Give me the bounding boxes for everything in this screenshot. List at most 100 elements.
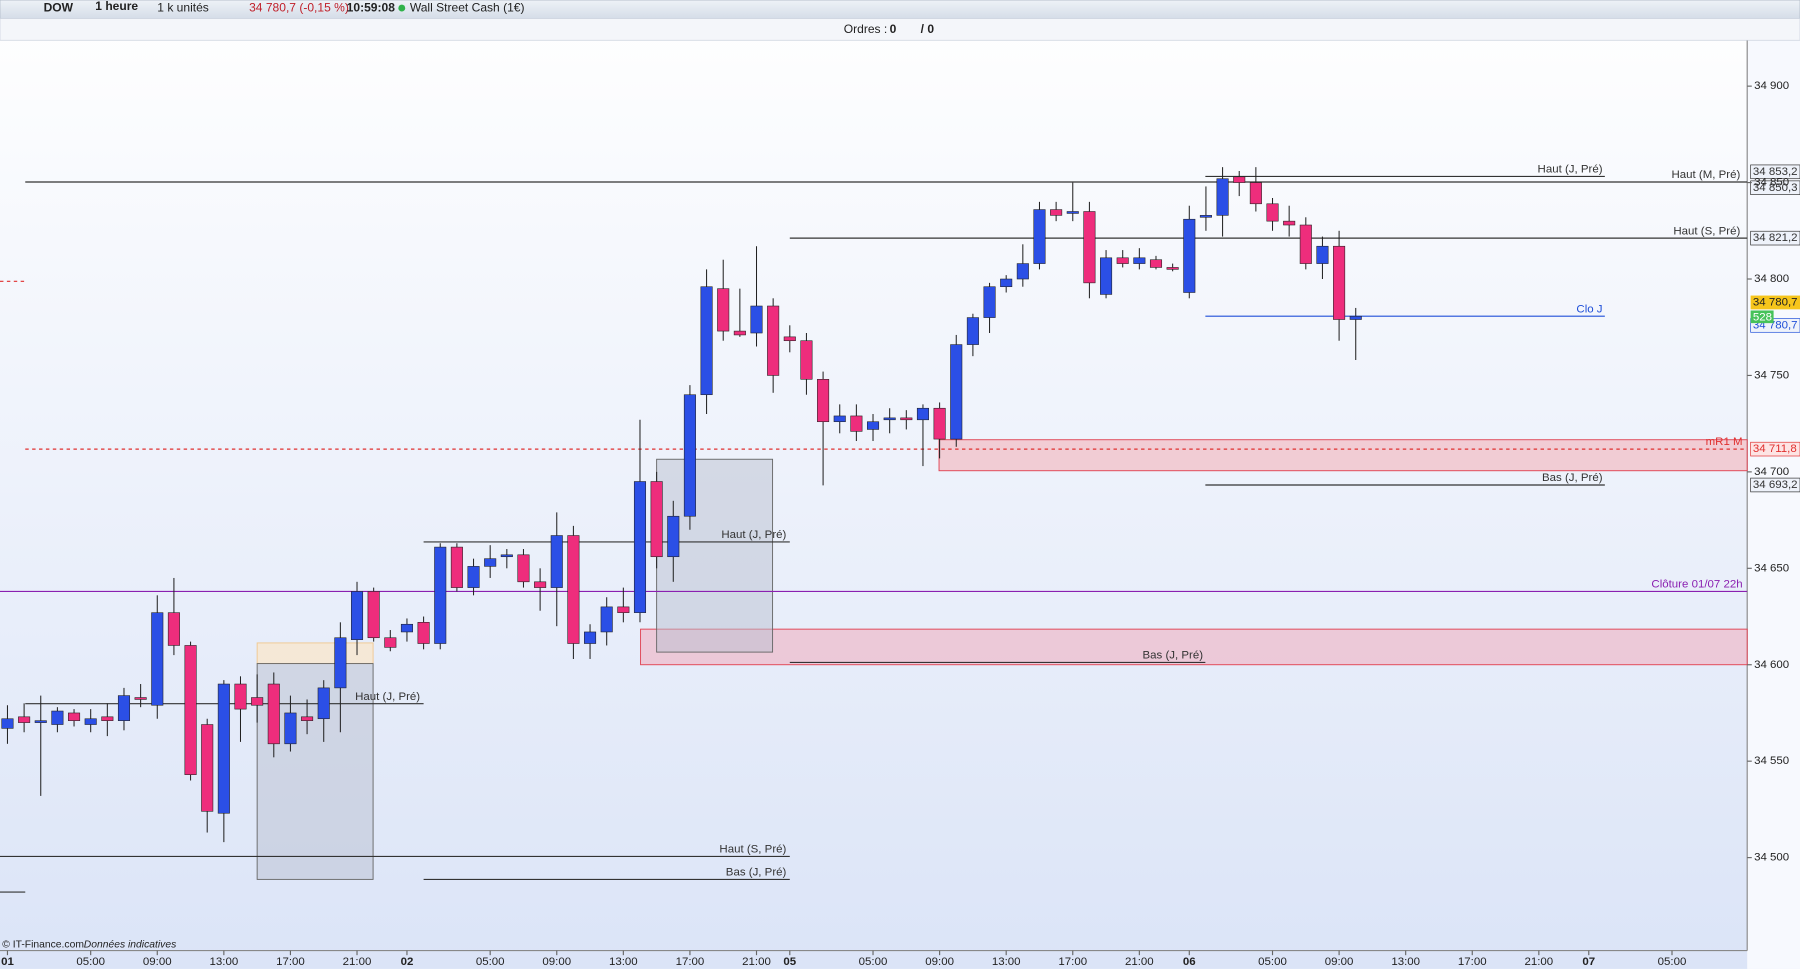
x-tick-label: 21:00	[1125, 956, 1154, 968]
x-tick-label: 05:00	[1258, 956, 1287, 968]
candle-body	[267, 683, 280, 745]
x-tick-label: 05:00	[859, 956, 888, 968]
candle-body	[1299, 224, 1312, 264]
level-name: Haut (S, Pré)	[1673, 225, 1740, 237]
price-tag	[1750, 164, 1800, 180]
candle-body	[334, 637, 347, 689]
x-tick-label: 21:00	[742, 956, 771, 968]
candle-body	[1050, 209, 1063, 216]
zone	[938, 439, 1748, 472]
level-name: Haut (J, Pré)	[1538, 164, 1603, 176]
price-tag	[1750, 230, 1800, 246]
x-tick-label: 17:00	[276, 956, 305, 968]
level-name: Bas (J, Pré)	[726, 867, 787, 879]
candle-body	[51, 710, 64, 725]
x-tick-label: 13:00	[1391, 956, 1420, 968]
candle-body	[1249, 182, 1262, 205]
instrument[interactable]: DOW	[44, 0, 74, 14]
candle-body	[350, 591, 364, 640]
candle-body	[1033, 209, 1046, 264]
price-tag-label: 34 711,8	[1753, 443, 1797, 455]
x-tick-label: 13:00	[992, 956, 1021, 968]
candle-body	[783, 336, 796, 342]
x-tick-label: 05	[783, 956, 796, 968]
candle-body	[384, 637, 397, 648]
y-tick-label: 34 850	[1754, 177, 1789, 189]
candle-body	[467, 566, 480, 588]
candle-body	[817, 379, 830, 423]
y-tick-label: 34 900	[1754, 80, 1789, 92]
levels: Haut (J, Pré) 34 853,2 Haut (M, Pré) 34 850…	[0, 164, 1800, 880]
price-tag-label: 34 821,2	[1753, 232, 1798, 244]
candle-body	[151, 612, 164, 706]
toolbar-items: DOW 1 heure 1 k unités 34 780,7 (-0,15 %…	[2, 0, 934, 951]
x-tick-label: 13:00	[609, 956, 638, 968]
candle-body	[717, 288, 730, 332]
y-tick-label: 34 800	[1754, 273, 1789, 285]
level-name: Clôture 01/07 22h	[1651, 579, 1742, 591]
candle-body	[1149, 259, 1163, 268]
units[interactable]: 1 k unités	[157, 0, 209, 14]
candle-body	[933, 407, 946, 440]
candle-body	[1016, 263, 1029, 280]
orders-label: Ordres :	[844, 22, 888, 36]
candle-body	[68, 712, 81, 721]
y-tick-label: 34 550	[1754, 755, 1789, 767]
level-name: Haut (S, Pré)	[719, 844, 786, 856]
clock: 10:59:08	[347, 0, 396, 14]
candle-body	[966, 317, 979, 345]
price-tag-label: 34 853,2	[1753, 166, 1798, 178]
candle-body	[1316, 245, 1329, 264]
candle-body	[184, 645, 197, 775]
candle-body	[400, 623, 413, 633]
candle-body	[450, 546, 463, 588]
orders-bar	[0, 18, 1800, 41]
candle-body	[833, 415, 846, 423]
price-tag	[1750, 441, 1800, 457]
candle-body	[650, 481, 663, 558]
candle-body	[1116, 257, 1129, 264]
candle-body	[983, 286, 996, 318]
candle-body	[217, 683, 230, 814]
candle-body	[617, 606, 630, 613]
candle-body	[750, 305, 763, 334]
candle-body	[900, 417, 913, 421]
level-name: Bas (J, Pré)	[1542, 472, 1603, 484]
last-price-tag	[1750, 295, 1800, 310]
footer-note: Données indicatives	[84, 940, 176, 951]
candle-body	[733, 330, 746, 336]
x-tick-label: 09:00	[143, 956, 172, 968]
x-tick-label: 09:00	[925, 956, 954, 968]
x-tick-label: 17:00	[1058, 956, 1087, 968]
candle-body	[234, 683, 247, 710]
footer-source: © IT-Finance.com	[2, 940, 84, 951]
candle-body	[367, 591, 380, 639]
y-tick-label: 34 750	[1754, 369, 1789, 381]
orders-count: 0	[890, 22, 897, 36]
candle-body	[800, 340, 813, 380]
candle-body	[916, 407, 929, 421]
y-tick-label: 34 700	[1754, 466, 1789, 478]
last-price-label: 34 780,7	[1753, 296, 1798, 308]
candle-body	[101, 716, 114, 721]
price-tag-label: 34 693,2	[1753, 479, 1798, 491]
axis-background	[1747, 40, 1800, 969]
level-name: Clo J	[1576, 303, 1602, 315]
candle-body	[117, 695, 131, 721]
candle-body	[683, 394, 696, 517]
x-tick-label: 17:00	[1458, 956, 1487, 968]
x-tick-label: 01	[1, 956, 14, 968]
x-tick-label: 17:00	[676, 956, 705, 968]
axes: 34 500 34 550 34 600 34 650 34 700 34 750 34 8…	[1, 80, 1789, 968]
candle-body	[550, 535, 563, 588]
level-name: Bas (J, Pré)	[1143, 650, 1204, 662]
candle-body	[584, 631, 597, 644]
candles	[1, 167, 1362, 843]
price-tag	[1750, 477, 1800, 493]
candle-body	[667, 515, 680, 558]
y-tick-label: 34 600	[1754, 659, 1789, 671]
change: 34 780,7 (-0,15 %)	[249, 0, 349, 14]
candle-body	[866, 421, 880, 430]
period[interactable]: 1 heure	[95, 0, 138, 13]
